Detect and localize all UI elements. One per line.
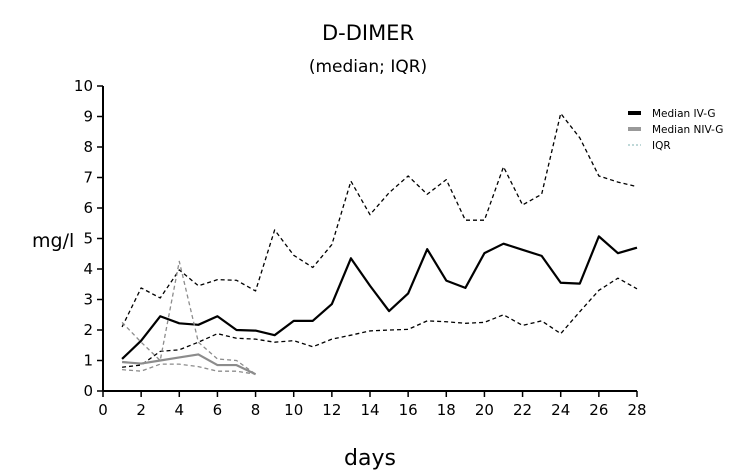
chart-title: D-DIMER: [322, 21, 414, 45]
x-tick-label: 16: [399, 401, 418, 419]
y-tick-label: 8: [83, 138, 93, 156]
x-tick-label: 0: [98, 401, 108, 419]
y-tick-label: 1: [83, 352, 93, 370]
x-tick-label: 28: [627, 401, 646, 419]
series-iv-g-iqr-upper: [121, 112, 638, 328]
y-tick-label: 9: [83, 108, 93, 126]
y-tick-label: 0: [83, 382, 93, 400]
x-tick-label: 20: [475, 401, 494, 419]
x-tick-label: 14: [360, 401, 379, 419]
x-tick-label: 22: [513, 401, 532, 419]
y-tick-label: 5: [83, 230, 93, 248]
x-tick-label: 8: [251, 401, 261, 419]
x-tick-label: 2: [136, 401, 146, 419]
chart-subtitle: (median; IQR): [309, 57, 427, 77]
y-tick-label: 10: [74, 77, 93, 95]
y-axis-label: mg/l: [32, 230, 74, 252]
y-tick-label: 3: [83, 291, 93, 309]
x-tick-label: 10: [284, 401, 303, 419]
legend-label: Median IV-G: [652, 108, 716, 120]
series-iv-g-iqr-lower: [121, 277, 638, 368]
x-tick-label: 24: [551, 401, 570, 419]
series-median-iv-g: [121, 235, 638, 360]
series-median-niv-g: [121, 353, 257, 376]
legend-label: IQR: [652, 140, 671, 152]
series-niv-g-iqr-lower: [122, 363, 256, 375]
x-tick-label: 6: [213, 401, 223, 419]
y-tick-label: 4: [83, 260, 93, 278]
legend-label: Median NIV-G: [652, 124, 723, 136]
x-tick-label: 4: [175, 401, 185, 419]
x-tick-label: 18: [437, 401, 456, 419]
x-axis-label: days: [344, 446, 396, 471]
y-tick-label: 7: [83, 169, 93, 187]
y-tick-label: 6: [83, 199, 93, 217]
x-tick-label: 26: [589, 401, 608, 419]
y-tick-label: 2: [83, 321, 93, 339]
series-niv-g-iqr-upper: [121, 260, 256, 375]
x-tick-label: 12: [322, 401, 341, 419]
